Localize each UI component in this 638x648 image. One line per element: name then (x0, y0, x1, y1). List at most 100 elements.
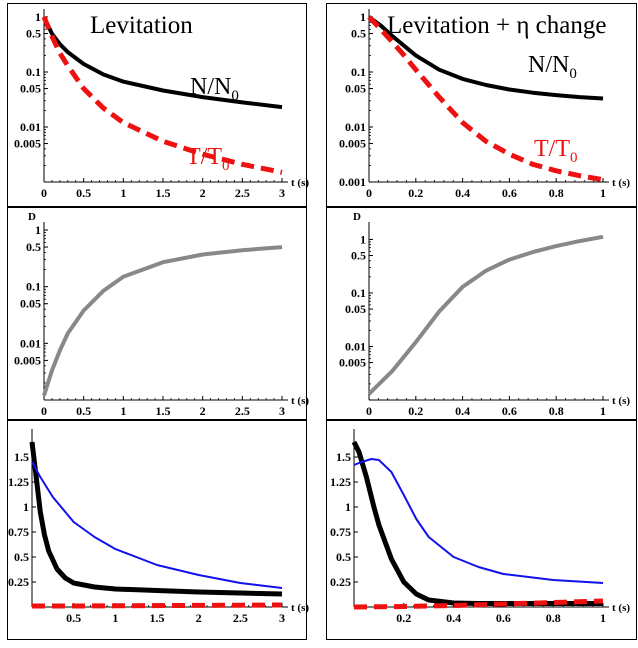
x-tick-label: 0.4 (455, 404, 470, 418)
x-tick-label: 0 (366, 186, 372, 200)
panel-frame (326, 3, 637, 207)
y-tick-label: 1 (35, 10, 41, 24)
y-tick-label: 0.1 (26, 280, 41, 294)
x-tick-label: 2.5 (235, 404, 250, 418)
y-tick-label: 0.05 (345, 302, 366, 316)
panel-frame (7, 3, 307, 207)
x-tick-label: 0.8 (549, 404, 564, 418)
x-tick-label: 1 (120, 404, 126, 418)
y-tick-label: 0.5 (351, 27, 366, 41)
y-tick-label: 1.25 (330, 475, 351, 489)
panel-top-right: 0 0.2 0.4 0.6 0.8 1 t (s) 1 0.5 0.1 0.05 0.01 0.005 0… (326, 3, 637, 207)
x-axis-label: t (s) (612, 177, 630, 189)
series-line (41, 16, 283, 175)
y-tick-label: 1.5 (336, 450, 351, 464)
x-tick-label: 0.4 (455, 186, 470, 200)
panel-frame (7, 207, 307, 420)
y-axis-label: D (353, 211, 361, 223)
series-line (367, 15, 604, 183)
x-tick-label: 0 (366, 404, 372, 418)
panel-frame (7, 420, 307, 640)
x-axis-label: t (s) (612, 395, 630, 407)
y-tick-label: 0.75 (8, 525, 29, 539)
series-line (351, 440, 603, 606)
y-tick-label: 0.001 (339, 175, 366, 189)
x-tick-label: 2.5 (235, 186, 250, 200)
x-axis-label: t (s) (291, 395, 309, 407)
y-tick-label: 0.05 (20, 82, 41, 96)
y-tick-label: 0.5 (26, 27, 41, 41)
series-label: T/T0 (186, 144, 230, 174)
x-axis-label: t (s) (291, 602, 309, 614)
series-line (367, 234, 604, 396)
series-line (42, 245, 283, 397)
panel-frame (326, 207, 637, 420)
y-tick-label: 0.05 (20, 297, 41, 311)
y-tick-label: 0.05 (345, 82, 366, 96)
y-tick-label: 0.1 (351, 286, 366, 300)
x-tick-label: 1.5 (156, 404, 171, 418)
y-tick-label: 1.5 (14, 450, 29, 464)
y-tick-label: 1 (360, 232, 366, 246)
x-tick-label: 3 (279, 186, 285, 200)
y-tick-label: 0.1 (351, 65, 366, 79)
x-tick-label: 0.6 (496, 611, 511, 625)
x-tick-label: 3 (279, 611, 285, 625)
x-tick-label: 0.2 (408, 186, 423, 200)
x-axis-label: t (s) (612, 602, 630, 614)
chart-title: Levitation (90, 12, 193, 39)
series-line (42, 16, 283, 110)
y-tick-label: 0.005 (339, 137, 366, 151)
y-tick-label: 1 (345, 500, 351, 514)
panel-frame (326, 420, 637, 640)
x-tick-label: 0.4 (446, 611, 461, 625)
y-tick-label: 0.005 (14, 353, 41, 367)
y-tick-label: 1.25 (8, 475, 29, 489)
x-tick-label: 0 (41, 186, 47, 200)
y-tick-label: 0.5 (14, 550, 29, 564)
y-tick-label: 0.5 (336, 550, 351, 564)
x-tick-label: 1 (120, 186, 126, 200)
panel-bottom-right: 0.2 0.4 0.6 0.8 1 t (s) 1.5 1.25 1 0.75 0.5 0.25 (326, 420, 637, 640)
x-tick-label: 1.5 (150, 611, 165, 625)
x-tick-label: 2 (200, 186, 206, 200)
series-label: N/N0 (190, 74, 239, 104)
y-tick-label: 0.01 (20, 120, 41, 134)
series-line (31, 461, 283, 589)
y-tick-label: 0.01 (20, 336, 41, 350)
y-tick-label: 0.1 (26, 65, 41, 79)
x-tick-label: 2.5 (233, 611, 248, 625)
y-tick-label: 1 (35, 223, 41, 237)
y-tick-label: 0.25 (8, 575, 29, 589)
y-tick-label: 0.01 (345, 339, 366, 353)
x-tick-label: 0.5 (66, 611, 81, 625)
series-line (32, 602, 283, 609)
x-tick-label: 1.5 (156, 186, 171, 200)
x-tick-label: 3 (279, 404, 285, 418)
x-tick-label: 1 (600, 611, 606, 625)
series-line (29, 441, 283, 597)
x-tick-label: 0 (41, 404, 47, 418)
panel-bottom-left: 0.5 1 1.5 2 2.5 3 t (s) 1.5 1.25 1 0.75 0.5 0.25 (7, 420, 309, 640)
x-tick-label: 0.5 (76, 186, 91, 200)
series-label: N/N0 (528, 52, 577, 82)
x-tick-label: 2 (196, 611, 202, 625)
x-tick-label: 1 (600, 404, 606, 418)
x-tick-label: 1 (600, 186, 606, 200)
series-line (353, 598, 604, 610)
x-tick-label: 0.2 (396, 611, 411, 625)
y-tick-label: 0.75 (330, 525, 351, 539)
y-axis-label: D (28, 211, 36, 223)
y-tick-label: 1 (23, 500, 29, 514)
panel-middle-right: 0 0.2 0.4 0.6 0.8 1 t (s) 1 0.5 0.1 0.05 0.01 0.005 D (326, 207, 637, 420)
y-tick-label: 1 (360, 10, 366, 24)
y-tick-label: 0.005 (14, 137, 41, 151)
x-tick-label: 2 (200, 404, 206, 418)
series-label: T/T0 (534, 136, 578, 166)
chart-title: Levitation + η change (387, 12, 606, 39)
x-tick-label: 0.8 (549, 186, 564, 200)
y-tick-label: 0.5 (26, 240, 41, 254)
x-tick-label: 0.8 (546, 611, 561, 625)
x-tick-label: 0.5 (76, 404, 91, 418)
